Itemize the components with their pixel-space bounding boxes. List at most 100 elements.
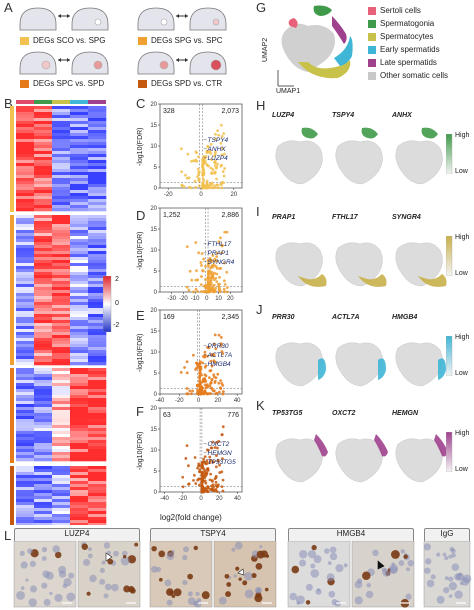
stained-nucleus [166,588,174,596]
heatmap-cell [52,362,71,366]
heatmap-cell [34,404,53,408]
heatmap-cell [34,434,53,438]
heatmap-cell [52,260,71,264]
heatmap-cell [16,431,35,435]
heatmap-cell [16,484,35,488]
counterstained-nucleus [103,542,111,549]
umap-expression-region [301,127,318,139]
heatmap-cell [88,202,107,206]
counterstained-nucleus [356,578,363,584]
volcano-point [203,455,207,459]
heatmap-cell [16,434,35,438]
volcano-point [209,472,213,476]
heatmap-cell [70,320,89,324]
volcano-point [215,166,218,170]
gene-umap-title: SYNGR4 [392,214,421,221]
heatmap-cell [70,248,89,252]
heatmap-cell [16,469,35,473]
gene-label: HEMGN [208,450,233,457]
heatmap-cell [34,269,53,273]
volcano-point [220,433,224,437]
volcano-point [213,333,217,337]
heatmap-cell [70,106,89,110]
heatmap-cell [16,118,35,122]
stained-nucleus [311,544,317,551]
ihc-tab-igg: IgG [424,528,470,541]
heatmap-cell [34,326,53,330]
y-tick-label: 0 [154,186,158,192]
heatmap-cell [34,202,53,206]
volcano-point [206,286,210,290]
heatmap-cell [16,133,35,137]
expression-color-bar [446,336,453,376]
heatmap-cell [34,233,53,237]
heatmap-cell [70,233,89,237]
heatmap-cell [34,344,53,348]
heatmap-cell [16,422,35,426]
heatmap-cell [52,344,71,348]
heatmap-cell [70,484,89,488]
heatmap-cell [70,329,89,333]
heatmap-cell [88,154,107,158]
gene-label: PRR30 [208,343,229,350]
counterstained-nucleus [443,587,450,594]
heatmap-cell [88,443,107,447]
heatmap-cell [88,449,107,453]
heatmap-cell [88,254,107,258]
volcano-point [220,350,224,353]
volcano-point [200,476,204,480]
heatmap-cell [52,377,71,381]
counterstained-nucleus [244,571,253,581]
heatmap-cell [34,215,53,219]
heatmap-cell [34,422,53,426]
heatmap-cell [34,221,53,225]
heatmap-cell [16,148,35,152]
heatmap-cell [88,347,107,351]
volcano-point [208,257,212,261]
x-tick-label: 20 [230,192,237,198]
counterstained-nucleus [315,588,322,595]
volcano-point [219,342,223,345]
heatmap-cell [16,419,35,423]
volcano-point [195,366,198,370]
counterstained-nucleus [310,569,320,578]
volcano-point [215,454,218,457]
gene-umap-title: TSPY4 [332,112,355,119]
heatmap-cell [16,215,35,219]
heatmap-cell [16,452,35,456]
volcano-point [221,170,225,173]
heatmap-cell [88,272,107,276]
gene-umap-title: PRR30 [272,314,295,321]
heatmap-cell [88,193,107,197]
heatmap-cell [16,302,35,306]
heatmap-cell [34,314,53,318]
volcano-point [188,389,192,393]
counterstained-nucleus [448,554,453,559]
heatmap-cell [70,230,89,234]
volcano-point [195,384,199,388]
counterstained-nucleus [218,596,227,605]
heatmap-cell [70,344,89,348]
y-tick-label: 0 [154,290,158,296]
heatmap-cell [52,455,71,459]
volcano-point [199,261,203,264]
volcano-point [213,379,217,383]
volcano-point [208,149,212,153]
heatmap-cell [70,404,89,408]
umap-expression-region [434,434,448,457]
comparison-label-1: DEGs SCO vs. SPG [20,36,105,45]
counterstained-nucleus [233,574,237,578]
heatmap-cell [16,344,35,348]
volcano-point [219,141,223,145]
heatmap-cell [70,127,89,131]
heatmap-cell [52,106,71,110]
heatmap-cell [52,419,71,423]
volcano-point [203,383,207,387]
legend-swatch-sertoli [368,6,376,15]
ihc-tab-luzp4: LUZP4 [14,528,140,541]
heatmap-cell [70,272,89,276]
heatmap-cell [88,124,107,128]
volcano-point [199,385,203,389]
heatmap-cell [70,278,89,282]
heatmap-cell [70,130,89,134]
